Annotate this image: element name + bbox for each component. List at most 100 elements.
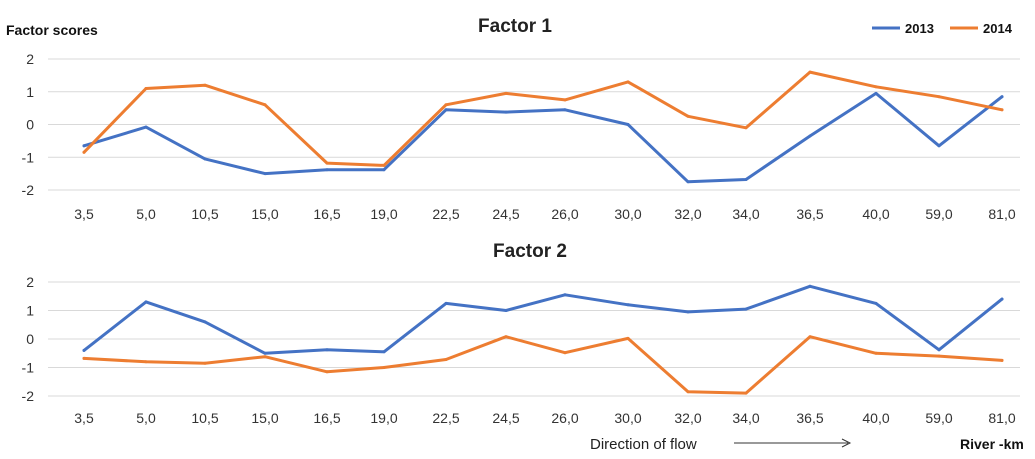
x-tick-label: 15,0	[251, 410, 278, 426]
data-point-2014	[203, 361, 207, 365]
x-tick-label: 5,0	[136, 206, 156, 222]
data-point-2014	[144, 360, 148, 364]
data-point-2014	[382, 366, 386, 369]
data-point-2014	[874, 351, 878, 355]
series-line-2013	[82, 284, 1004, 355]
data-point-2014	[808, 335, 812, 339]
data-point-2014	[325, 370, 329, 374]
y-tick-label: -1	[22, 149, 35, 165]
data-point-2013	[563, 293, 567, 297]
data-point-2014	[744, 391, 748, 395]
y-tick-label: 1	[26, 303, 34, 319]
data-point-2014	[563, 98, 567, 102]
data-point-2013	[626, 123, 630, 126]
legend: 2013 2014	[872, 21, 1013, 36]
x-tick-label: 19,0	[370, 206, 397, 222]
x-tick-label: 24,5	[492, 410, 519, 426]
data-point-2014	[744, 126, 748, 130]
x-tick-label: 40,0	[862, 206, 889, 222]
data-point-2013	[382, 168, 386, 172]
flow-direction-label: Direction of flow	[590, 436, 697, 453]
data-point-2013	[82, 144, 86, 148]
factor1-title: Factor 1	[478, 16, 552, 37]
x-tick-label: 59,0	[925, 410, 952, 426]
data-point-2013	[744, 178, 748, 181]
x-tick-label: 16,5	[313, 206, 340, 222]
x-tick-label: 30,0	[614, 206, 641, 222]
data-point-2013	[626, 303, 630, 307]
data-point-2014	[874, 85, 878, 89]
x-tick-label: 34,0	[732, 410, 759, 426]
x-tick-label: 26,0	[551, 206, 578, 222]
data-point-2013	[144, 125, 148, 129]
x-tick-label: 3,5	[74, 410, 94, 426]
factor1-panel: Factor 1 2 1 0 -1 -2 3,5 5,0 10,5 15,0 16,5 19,0 22…	[22, 16, 1020, 222]
x-tick-label: 30,0	[614, 410, 641, 426]
x-tick-label: 59,0	[925, 206, 952, 222]
data-point-2014	[937, 354, 941, 358]
x-tick-label: 32,0	[674, 410, 701, 426]
data-point-2013	[563, 108, 567, 112]
data-point-2014	[626, 336, 630, 340]
x-tick-label: 19,0	[370, 410, 397, 426]
y-tick-label: -2	[22, 388, 35, 404]
data-point-2013	[686, 180, 690, 184]
data-point-2014	[563, 351, 567, 355]
data-point-2013	[686, 310, 690, 314]
y-tick-label: -2	[22, 182, 35, 198]
data-point-2013	[808, 134, 812, 138]
data-point-2013	[444, 301, 448, 305]
x-tick-label: 15,0	[251, 206, 278, 222]
data-point-2014	[504, 335, 508, 339]
data-point-2013	[808, 284, 812, 288]
legend-label-2013: 2013	[905, 21, 934, 36]
data-point-2013	[325, 348, 329, 352]
data-point-2014	[82, 356, 86, 360]
data-point-2014	[444, 103, 448, 107]
y-tick-label: -1	[22, 360, 35, 376]
data-point-2013	[744, 307, 748, 311]
data-point-2014	[82, 150, 86, 154]
data-point-2013	[203, 320, 207, 324]
y-axis-title: Factor scores	[6, 22, 98, 38]
x-tick-label: 16,5	[313, 410, 340, 426]
data-point-2013	[874, 91, 878, 95]
data-point-2014	[686, 390, 690, 394]
x-tick-label: 81,0	[988, 410, 1015, 426]
series-line-2014	[82, 70, 1004, 167]
flow-direction-arrow	[734, 438, 852, 448]
x-tick-label: 34,0	[732, 206, 759, 222]
y-tick-label: 2	[26, 274, 34, 290]
x-tick-label: 5,0	[136, 410, 156, 426]
x-tick-label: 24,5	[492, 206, 519, 222]
data-point-2014	[144, 87, 148, 90]
data-point-2014	[808, 70, 812, 74]
x-tick-label: 22,5	[432, 410, 459, 426]
x-tick-label: 81,0	[988, 206, 1015, 222]
data-point-2013	[82, 348, 86, 352]
data-point-2013	[874, 301, 878, 305]
data-point-2013	[444, 108, 448, 112]
data-point-2014	[325, 161, 329, 165]
data-point-2014	[504, 91, 508, 95]
data-point-2013	[504, 110, 508, 114]
data-point-2013	[937, 144, 941, 148]
data-point-2014	[1000, 358, 1004, 362]
gridlines	[48, 58, 1020, 191]
x-tick-label: 3,5	[74, 206, 94, 222]
x-tick-label: 22,5	[432, 206, 459, 222]
series-line-2014	[82, 335, 1004, 395]
data-point-2014	[937, 95, 941, 99]
x-tick-label: 10,5	[191, 206, 218, 222]
data-point-2013	[382, 350, 386, 354]
data-point-2014	[203, 83, 207, 87]
x-tick-label: 10,5	[191, 410, 218, 426]
y-tick-label: 0	[26, 117, 34, 133]
x-tick-label: 36,5	[796, 206, 823, 222]
x-tick-label: 26,0	[551, 410, 578, 426]
factor2-title: Factor 2	[493, 241, 567, 262]
y-tick-label: 2	[26, 51, 34, 67]
data-point-2013	[144, 300, 148, 304]
data-point-2013	[263, 351, 267, 355]
